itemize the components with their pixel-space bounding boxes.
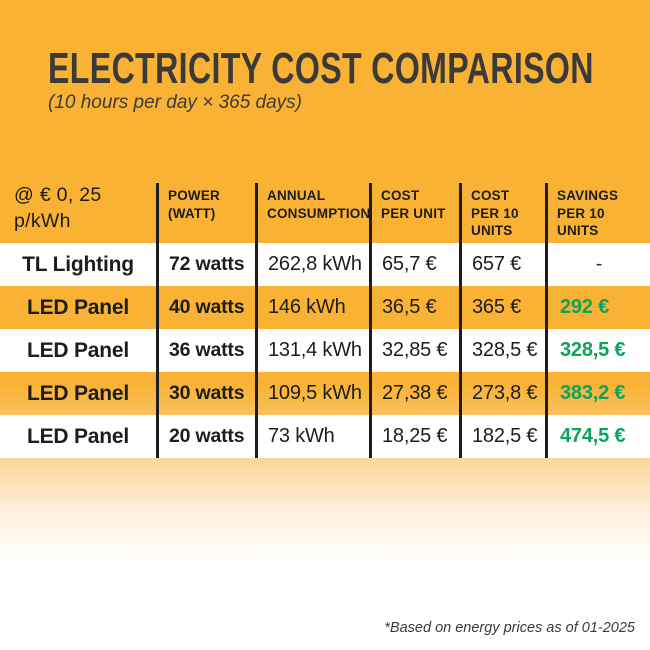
column-header-savings-per-10-units: SAVINGS PER 10 UNITS bbox=[545, 183, 650, 243]
savings-value: 328,5 € bbox=[545, 329, 650, 372]
savings-value: 383,2 € bbox=[545, 372, 650, 415]
page-title: ELECTRICITY COST COMPARISON bbox=[48, 44, 594, 93]
power-value: 40 watts bbox=[156, 286, 255, 329]
cost-per-10-units-value: 182,5 € bbox=[459, 415, 545, 458]
power-value: 36 watts bbox=[156, 329, 255, 372]
annual-consumption-value: 109,5 kWh bbox=[255, 372, 369, 415]
column-header-cost-per-10-units: COST PER 10 UNITS bbox=[459, 183, 545, 243]
annual-consumption-value: 73 kWh bbox=[255, 415, 369, 458]
table-header-row: @ € 0, 25 p/kWh POWER (WATT) ANNUAL CONS… bbox=[0, 183, 650, 243]
savings-value: 474,5 € bbox=[545, 415, 650, 458]
cost-per-10-units-value: 328,5 € bbox=[459, 329, 545, 372]
comparison-table: @ € 0, 25 p/kWh POWER (WATT) ANNUAL CONS… bbox=[0, 183, 650, 458]
product-name: TL Lighting bbox=[22, 252, 134, 276]
product-name: LED Panel bbox=[26, 424, 130, 448]
savings-value: - bbox=[545, 243, 650, 286]
table-row: LED Panel 36 watts 131,4 kWh 32,85 € 328… bbox=[0, 329, 650, 372]
annual-consumption-value: 262,8 kWh bbox=[255, 243, 369, 286]
column-header-annual-consumption: ANNUAL CONSUMPTION bbox=[255, 183, 370, 243]
cost-per-unit-value: 18,25 € bbox=[369, 415, 459, 458]
rate-label: @ € 0, 25 p/kWh bbox=[14, 184, 102, 232]
table-row: TL Lighting 72 watts 262,8 kWh 65,7 € 65… bbox=[0, 243, 650, 286]
product-name: LED Panel bbox=[26, 295, 130, 319]
cost-per-unit-value: 27,38 € bbox=[369, 372, 459, 415]
table-row: LED Panel 40 watts 146 kWh 36,5 € 365 € … bbox=[0, 286, 650, 329]
table-row: LED Panel 30 watts 109,5 kWh 27,38 € 273… bbox=[0, 372, 650, 415]
cost-per-10-units-value: 365 € bbox=[459, 286, 545, 329]
cost-per-10-units-value: 657 € bbox=[459, 243, 545, 286]
cost-per-unit-value: 32,85 € bbox=[369, 329, 459, 372]
cost-per-10-units-value: 273,8 € bbox=[459, 372, 545, 415]
page-subtitle: (10 hours per day × 365 days) bbox=[48, 92, 303, 113]
cost-per-unit-value: 65,7 € bbox=[369, 243, 459, 286]
power-value: 72 watts bbox=[156, 243, 255, 286]
power-value: 30 watts bbox=[156, 372, 255, 415]
savings-value: 292 € bbox=[545, 286, 650, 329]
product-name: LED Panel bbox=[26, 381, 130, 405]
power-value: 20 watts bbox=[156, 415, 255, 458]
column-header-cost-per-unit: COST PER UNIT bbox=[369, 183, 459, 243]
annual-consumption-value: 131,4 kWh bbox=[255, 329, 369, 372]
product-name: LED Panel bbox=[26, 338, 130, 362]
table-row: LED Panel 20 watts 73 kWh 18,25 € 182,5 … bbox=[0, 415, 650, 458]
column-header-power: POWER (WATT) bbox=[156, 183, 255, 243]
footnote: *Based on energy prices as of 01-2025 bbox=[384, 620, 635, 636]
annual-consumption-value: 146 kWh bbox=[255, 286, 369, 329]
cost-per-unit-value: 36,5 € bbox=[369, 286, 459, 329]
